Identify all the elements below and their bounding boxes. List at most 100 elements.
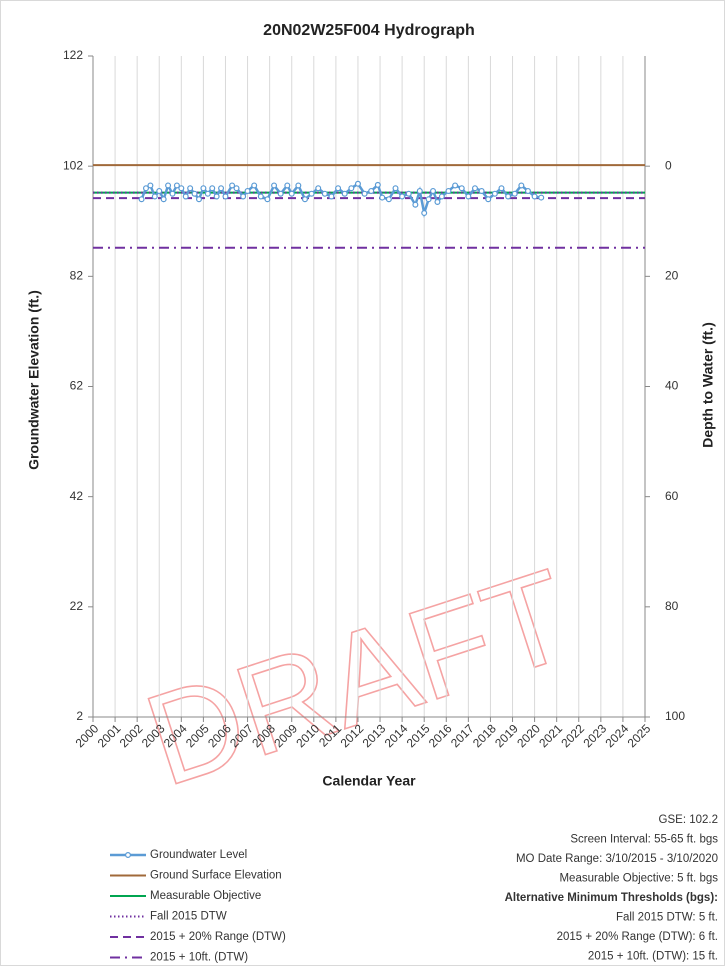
annotation: 2015 + 10ft. (DTW): 15 ft. [588,951,718,963]
data-point [458,185,465,192]
data-point [257,193,264,200]
annotation: GSE: 102.2 [659,814,718,826]
annotation: Alternative Minimum Thresholds (bgs): [505,892,718,904]
x-axis-title: Calendar Year [322,773,416,789]
data-point [425,196,432,203]
data-point [173,182,180,189]
y2-tick-label: 0 [665,158,672,172]
data-point [465,193,472,200]
data-point [374,181,381,188]
annotation: 2015 + 20% Range (DTW): 6 ft. [557,931,718,943]
data-point [156,187,163,194]
data-point [142,185,149,192]
data-point [301,196,308,203]
data-point [251,182,258,189]
data-point [187,185,194,192]
data-point [222,193,229,200]
data-point [213,193,220,200]
data-point [452,182,459,189]
data-point [471,185,478,192]
data-point [348,185,355,192]
annotation: Measurable Objective: 5 ft. bgs [559,873,718,885]
legend-label: Groundwater Level [150,849,247,861]
data-point [240,193,247,200]
y-tick-label: 2 [76,709,83,723]
y2-tick-label: 20 [665,269,679,283]
data-point [321,190,328,197]
y-tick-label: 122 [63,48,83,62]
data-point [160,196,167,203]
y-tick-label: 42 [70,489,84,503]
data-point [195,196,202,203]
data-point [361,190,368,197]
data-point [277,190,284,197]
data-point [138,196,145,203]
data-point [341,190,348,197]
data-point [284,182,291,189]
data-point [405,190,412,197]
data-point [524,187,531,194]
data-point [191,190,198,197]
data-point [308,190,315,197]
data-point [392,185,399,192]
y2-tick-label: 60 [665,489,679,503]
data-point [204,190,211,197]
data-point [169,190,176,197]
data-point [434,198,441,205]
data-point [315,185,322,192]
data-point [368,187,375,194]
data-point [498,185,505,192]
data-point [412,201,419,208]
data-point [511,190,518,197]
data-point [438,193,445,200]
data-point [178,185,185,192]
data-point [209,185,216,192]
y2-tick-label: 40 [665,379,679,393]
chart-title: 20N02W25F004 Hydrograph [263,22,475,39]
data-point [354,180,361,187]
data-point [445,187,452,194]
data-point [295,182,302,189]
data-point [531,193,538,200]
data-point [335,185,342,192]
y-tick-label: 102 [63,158,83,172]
y2-tick-label: 80 [665,599,679,613]
data-point [485,196,492,203]
data-point [421,209,428,216]
data-point [229,182,236,189]
y2-axis-title: Depth to Water (ft.) [700,322,716,447]
legend-marker [124,851,131,858]
data-point [518,182,525,189]
legend-label: Measurable Objective [150,890,261,902]
data-point [200,185,207,192]
y-tick-label: 82 [70,269,84,283]
annotation: Fall 2015 DTW: 5 ft. [616,912,718,924]
y2-tick-label: 100 [665,709,685,723]
data-point [218,185,225,192]
y-tick-label: 22 [70,599,84,613]
data-point [328,193,335,200]
data-point [165,182,172,189]
y-tick-label: 62 [70,379,84,393]
y-axis-title: Groundwater Elevation (ft.) [26,290,42,470]
legend-label: Ground Surface Elevation [150,870,282,882]
legend-label: 2015 + 10ft. (DTW) [150,952,248,964]
data-point [271,182,278,189]
data-point [538,194,545,201]
legend-label: Fall 2015 DTW [150,911,227,923]
data-point [385,196,392,203]
annotation: Screen Interval: 55-65 ft. bgs [570,834,718,846]
data-point [233,185,240,192]
data-point [147,182,154,189]
data-point [151,193,158,200]
data-point [379,194,386,201]
data-point [416,187,423,194]
legend-label: 2015 + 20% Range (DTW) [150,931,286,943]
data-point [430,187,437,194]
data-point [264,196,271,203]
annotation: MO Date Range: 3/10/2015 - 3/10/2020 [516,853,718,865]
data-point [182,193,189,200]
data-point [491,190,498,197]
